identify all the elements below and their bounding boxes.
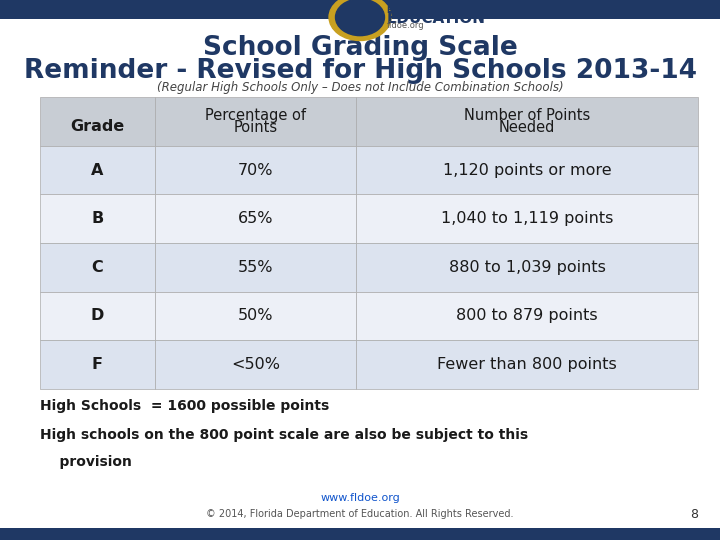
Text: provision: provision bbox=[40, 455, 132, 469]
Text: D: D bbox=[91, 308, 104, 323]
Text: Needed: Needed bbox=[499, 120, 555, 135]
Text: 55%: 55% bbox=[238, 260, 273, 275]
Text: High Schools  = 1600 possible points: High Schools = 1600 possible points bbox=[40, 399, 329, 413]
Text: EDUCATION: EDUCATION bbox=[387, 11, 486, 26]
Text: School Grading Scale: School Grading Scale bbox=[202, 35, 518, 61]
Text: © 2014, Florida Department of Education. All Rights Reserved.: © 2014, Florida Department of Education.… bbox=[206, 509, 514, 519]
Text: Grade: Grade bbox=[70, 119, 125, 134]
Text: fldoe.org: fldoe.org bbox=[387, 22, 424, 30]
Text: Number of Points: Number of Points bbox=[464, 108, 590, 123]
Text: Fewer than 800 points: Fewer than 800 points bbox=[437, 357, 617, 372]
Text: 50%: 50% bbox=[238, 308, 273, 323]
Text: 1,040 to 1,119 points: 1,040 to 1,119 points bbox=[441, 211, 613, 226]
Text: Reminder - Revised for High Schools 2013-14: Reminder - Revised for High Schools 2013… bbox=[24, 58, 696, 84]
Text: <50%: <50% bbox=[231, 357, 280, 372]
Text: 70%: 70% bbox=[238, 163, 273, 178]
Text: (Regular High Schools Only – Does not Include Combination Schools): (Regular High Schools Only – Does not In… bbox=[157, 81, 563, 94]
Text: 800 to 879 points: 800 to 879 points bbox=[456, 308, 598, 323]
Text: High schools on the 800 point scale are also be subject to this: High schools on the 800 point scale are … bbox=[40, 428, 528, 442]
Text: Points: Points bbox=[233, 120, 277, 135]
Text: C: C bbox=[91, 260, 103, 275]
Text: 1,120 points or more: 1,120 points or more bbox=[443, 163, 611, 178]
Text: B: B bbox=[91, 211, 104, 226]
Text: 8: 8 bbox=[690, 508, 698, 521]
Text: Percentage of: Percentage of bbox=[205, 108, 306, 123]
Text: F: F bbox=[91, 357, 103, 372]
Text: FLORIDA DEPARTMENT OF: FLORIDA DEPARTMENT OF bbox=[387, 6, 499, 15]
Text: A: A bbox=[91, 163, 104, 178]
Text: 65%: 65% bbox=[238, 211, 273, 226]
Text: www.fldoe.org: www.fldoe.org bbox=[320, 493, 400, 503]
Text: 880 to 1,039 points: 880 to 1,039 points bbox=[449, 260, 606, 275]
